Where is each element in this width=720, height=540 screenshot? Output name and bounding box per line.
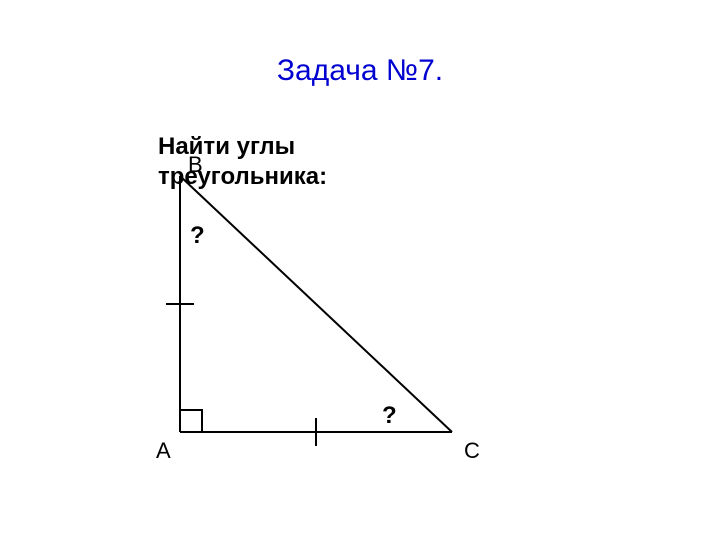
vertex-label-B: В — [188, 152, 203, 178]
unknown-angle-C: ? — [382, 402, 397, 430]
triangle-diagram — [0, 0, 720, 540]
vertex-label-C: С — [464, 438, 480, 464]
figure-stage: Задача №7. Найти углы треугольника: А В … — [0, 0, 720, 540]
vertex-label-A: А — [156, 438, 171, 464]
unknown-angle-B: ? — [190, 222, 205, 250]
